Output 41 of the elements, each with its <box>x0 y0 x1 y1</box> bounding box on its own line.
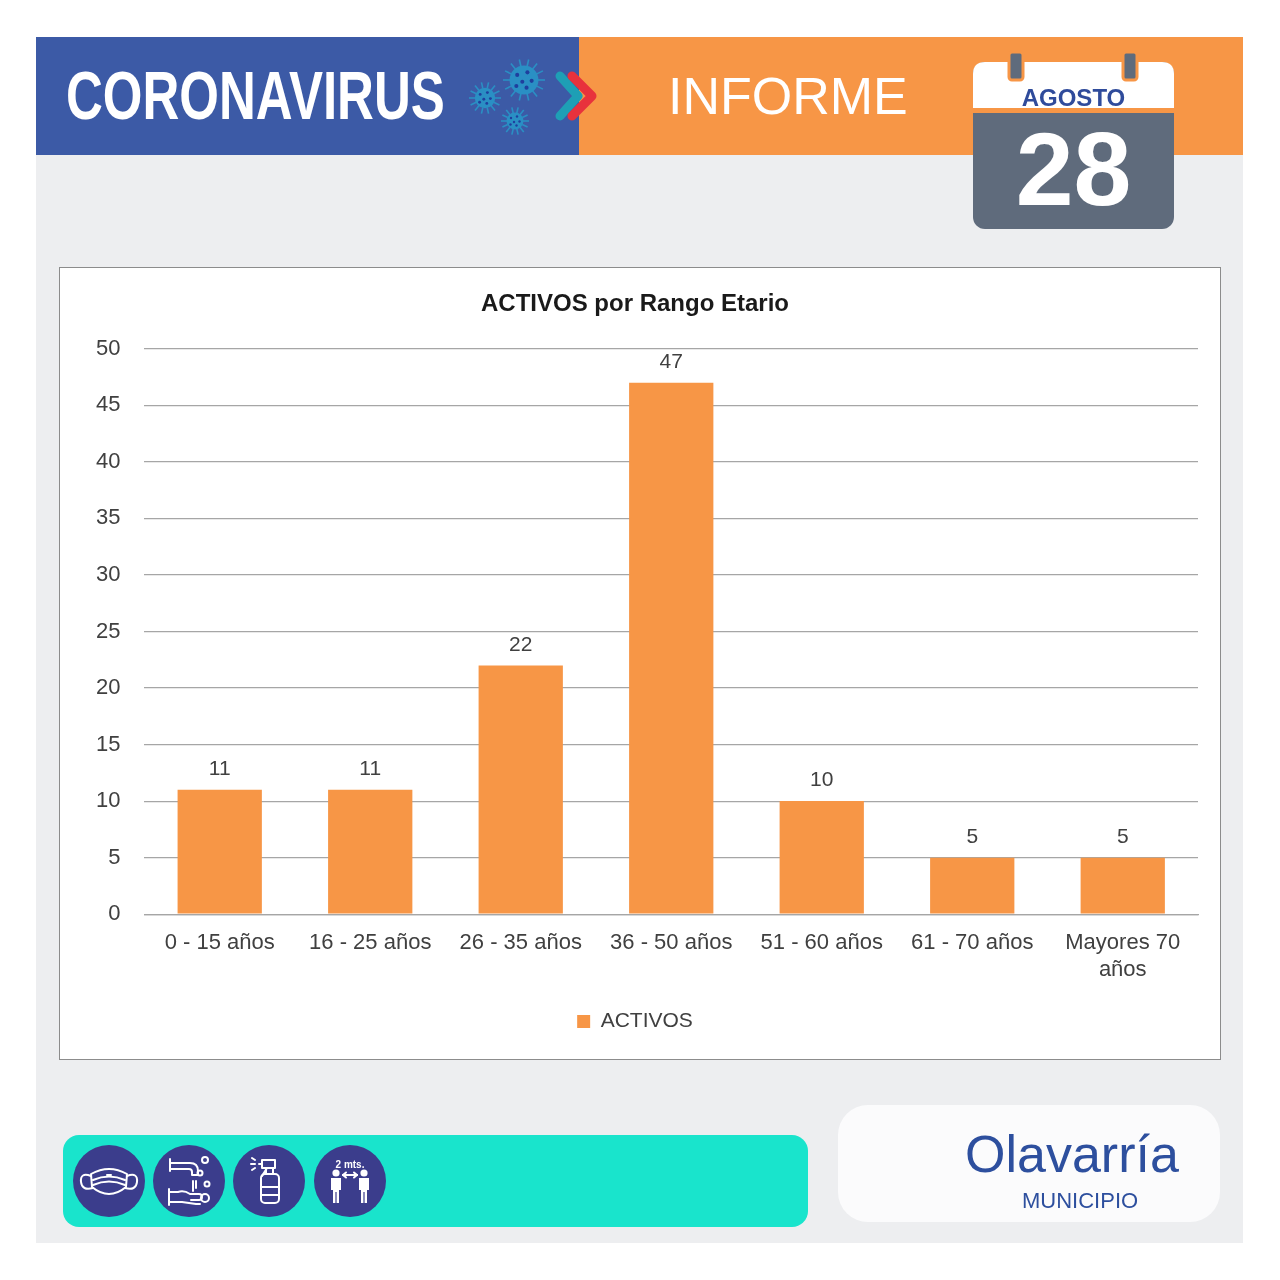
y-tick-label: 25 <box>95 617 121 643</box>
data-label: 47 <box>659 349 683 373</box>
data-label: 11 <box>208 756 231 780</box>
y-tick-label: 45 <box>95 391 121 417</box>
text: MUNICIPIO <box>1022 1188 1139 1213</box>
y-tick-label: 40 <box>95 447 121 473</box>
bar <box>478 665 563 914</box>
x-tick-label: 51 - 60 años <box>760 929 883 955</box>
bar <box>1080 857 1165 914</box>
bar <box>177 789 262 914</box>
bar <box>629 382 714 914</box>
x-tick-label: 0 - 15 años <box>164 929 275 955</box>
x-tick-label: 61 - 70 años <box>911 929 1034 955</box>
y-tick-label: 50 <box>95 334 121 360</box>
legend-label: ACTIVOS <box>600 1008 693 1032</box>
text: CORONAVIRUS <box>66 57 445 133</box>
bar <box>779 801 864 914</box>
x-tick-label: Mayores 70 años <box>1065 929 1181 981</box>
text: 2 mts. <box>334 1159 366 1170</box>
y-tick-label: 5 <box>108 843 121 869</box>
x-tick-label: 26 - 35 años <box>459 929 582 955</box>
data-label: 5 <box>1116 823 1129 847</box>
y-tick-label: 15 <box>95 730 121 756</box>
data-label: 10 <box>810 767 834 791</box>
bar <box>328 789 413 914</box>
chart-title: ACTIVOS por Rango Etario <box>480 289 790 317</box>
y-tick-label: 0 <box>108 900 121 926</box>
text: INFORME <box>668 67 908 125</box>
data-label: 5 <box>966 823 979 847</box>
text: 28 <box>1014 111 1133 227</box>
y-tick-label: 35 <box>95 504 121 530</box>
y-tick-label: 20 <box>95 674 121 700</box>
y-tick-label: 30 <box>95 561 121 587</box>
x-tick-label: 36 - 50 años <box>610 929 733 955</box>
bar <box>930 857 1015 914</box>
text: AGOSTO <box>1020 84 1127 111</box>
x-tick-label: 16 - 25 años <box>309 929 432 955</box>
text: Olavarría <box>965 1125 1179 1183</box>
y-tick-label: 10 <box>95 787 121 813</box>
data-label: 11 <box>359 756 382 780</box>
data-label: 22 <box>509 631 533 655</box>
